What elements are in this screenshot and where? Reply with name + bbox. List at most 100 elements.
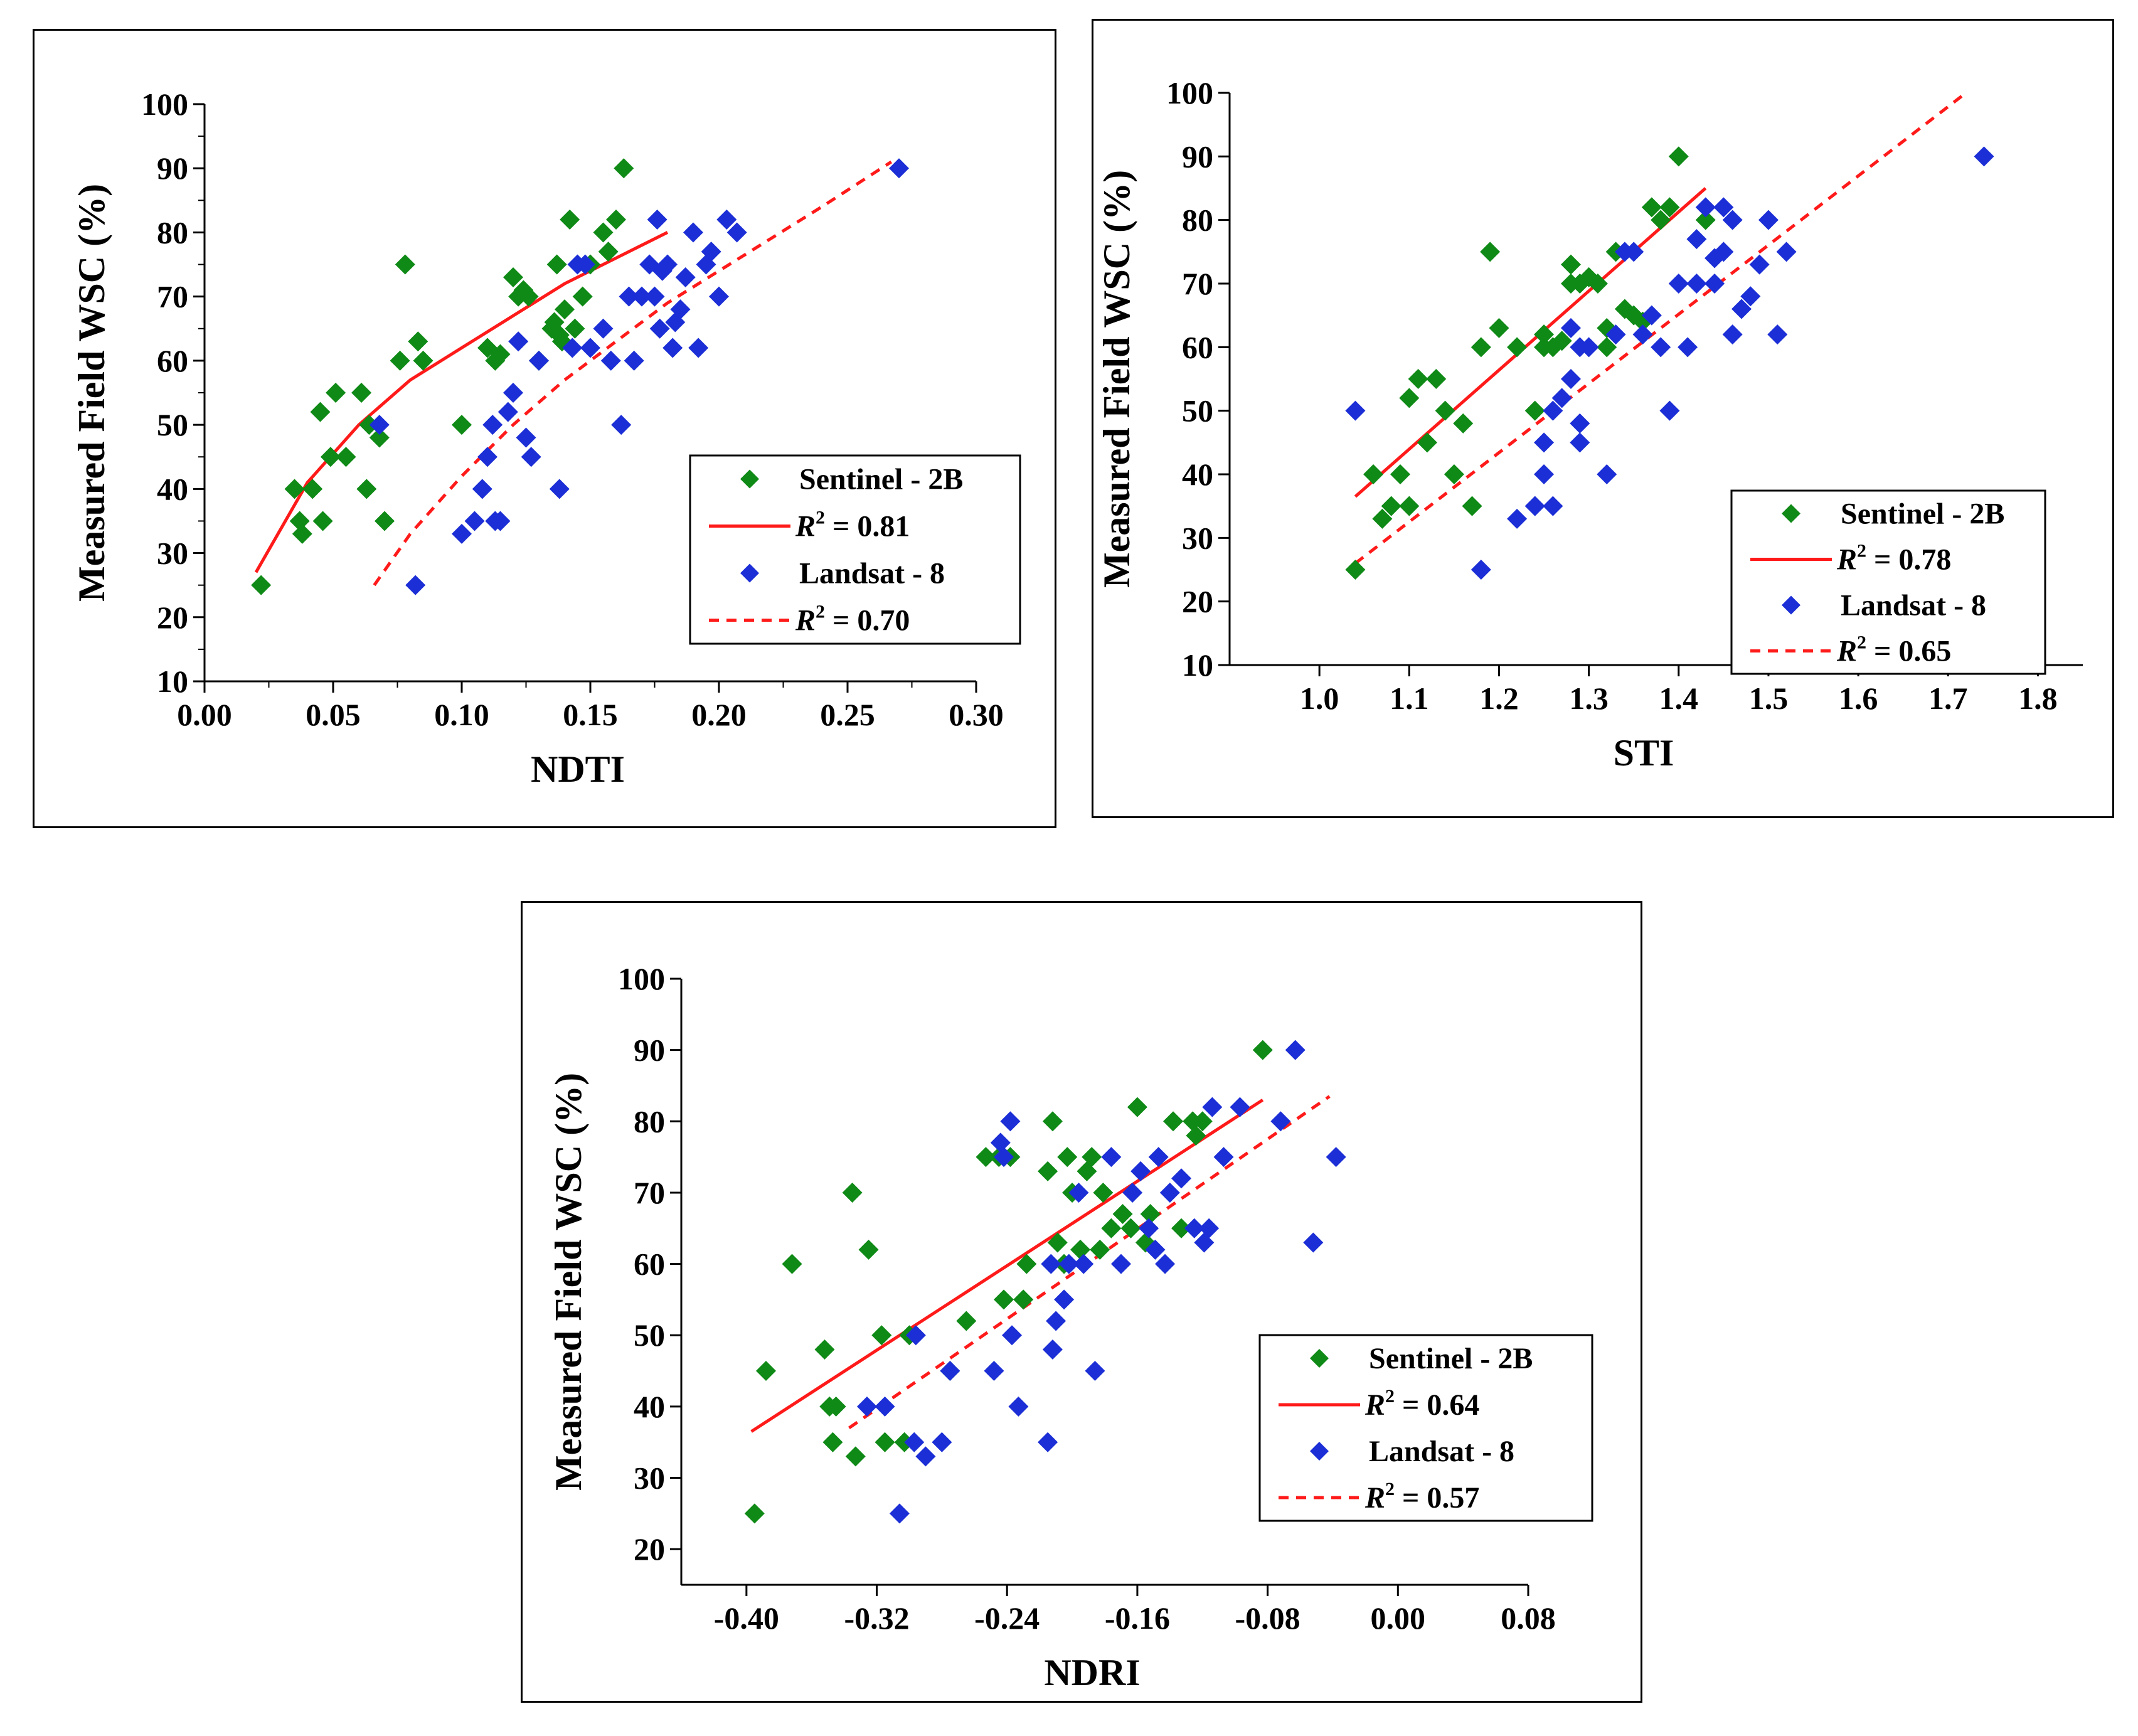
point-sentinel-18	[1524, 400, 1545, 421]
point-landsat-19	[1058, 1254, 1079, 1274]
panel-ndti: 10 20 30 40 50 60 70 80 90 100 0.00 0.05 0.10 0.15 0.2…	[33, 29, 1056, 828]
point-landsat-14	[1038, 1432, 1058, 1452]
x-axis-title: NDTI	[531, 748, 625, 790]
point-sentinel-40	[614, 158, 634, 179]
point-sentinel-12	[1453, 413, 1474, 434]
point-sentinel-9	[336, 447, 356, 467]
point-landsat-33	[1767, 324, 1788, 345]
panel-border	[521, 901, 1642, 1703]
point-landsat-32	[1758, 210, 1779, 230]
point-landsat-36	[1202, 1097, 1223, 1117]
point-landsat-40	[1524, 496, 1545, 516]
point-landsat-4	[905, 1325, 926, 1346]
point-landsat-19	[1641, 305, 1662, 326]
point-landsat-28	[1722, 324, 1743, 345]
point-landsat-27	[647, 210, 667, 230]
point-sentinel-35	[1120, 1218, 1141, 1238]
point-sentinel-33	[1101, 1218, 1122, 1238]
point-landsat-21	[600, 350, 621, 371]
y-axis-title: Measured Field WSC (%)	[71, 184, 112, 602]
x-axis-title: NDRI	[1044, 1652, 1140, 1693]
point-sentinel-6	[1399, 496, 1420, 516]
point-landsat-30	[1740, 286, 1761, 307]
point-sentinel-2	[289, 511, 310, 531]
point-landsat-43	[649, 318, 670, 339]
point-landsat-35	[1686, 229, 1707, 250]
point-landsat-41	[889, 158, 909, 179]
panel-ndri: 20 30 40 50 60 70 80 90 100 -0.40 -0.32 -0.24 -0.16 -…	[521, 901, 1642, 1703]
x-tick-label: 0.25	[820, 697, 875, 732]
point-sentinel-7	[1408, 369, 1428, 389]
point-landsat-38	[709, 286, 729, 307]
point-sentinel-31	[1090, 1239, 1110, 1260]
y-tick-label: 80	[634, 1104, 665, 1139]
chart-sti: 10 20 30 40 50 60 70 80 90 100 1.0 1.1 1.2 1.3 1.4 1.5 1…	[1092, 19, 2114, 818]
point-landsat-30	[662, 338, 683, 358]
point-landsat-22	[1085, 1361, 1105, 1382]
x-tick-label: -0.08	[1235, 1600, 1300, 1636]
point-sentinel-38	[598, 242, 619, 262]
point-sentinel-7	[320, 447, 341, 467]
point-legend-landsat-0	[740, 563, 759, 583]
legend-sentinel-label: Sentinel - 2B	[799, 463, 963, 496]
chart-ndri: 20 30 40 50 60 70 80 90 100 -0.40 -0.32 -0.24 -0.16 -…	[521, 901, 1642, 1703]
point-landsat-2	[1507, 508, 1528, 529]
y-tick-label: 20	[1182, 584, 1213, 619]
point-sentinel-14	[375, 511, 395, 531]
point-landsat-32	[1171, 1168, 1192, 1189]
point-sentinel-11	[356, 479, 377, 499]
point-legend-sentinel-0	[1310, 1349, 1329, 1368]
point-sentinel-6	[826, 1396, 846, 1417]
x-tick-label: -0.32	[844, 1600, 909, 1636]
point-landsat-27	[1713, 242, 1734, 262]
series-sentinel-2b	[744, 1040, 1273, 1524]
point-landsat-15	[1041, 1254, 1061, 1274]
series-landsat-8	[1345, 146, 1994, 580]
point-sentinel-30	[1082, 1147, 1102, 1168]
point-sentinel-37	[1561, 274, 1581, 294]
x-tick-label: 1.8	[2018, 681, 2058, 716]
point-sentinel-36	[1127, 1097, 1147, 1117]
point-landsat-33	[675, 267, 696, 287]
point-landsat-18	[1632, 324, 1653, 345]
point-sentinel-3	[292, 523, 312, 544]
point-landsat-1	[405, 575, 426, 595]
point-landsat-36	[1705, 274, 1725, 294]
point-landsat-32	[670, 299, 691, 320]
legend-fit-sentinel-label: R2 = 0.78	[1836, 541, 1951, 577]
y-tick-label: 90	[157, 151, 188, 186]
point-landsat-4	[472, 479, 492, 499]
point-sentinel-38	[1534, 337, 1555, 358]
legend-fit-sentinel-label: R2 = 0.81	[795, 508, 910, 543]
point-landsat-20	[1651, 337, 1671, 358]
point-landsat-34	[1776, 242, 1797, 262]
point-sentinel-17	[408, 331, 428, 352]
y-tick-label: 40	[634, 1389, 665, 1424]
legend-box	[689, 454, 1021, 645]
point-sentinel-39	[1163, 1111, 1184, 1132]
y-tick-label: 100	[1166, 75, 1213, 110]
series-sentinel-2b	[1345, 146, 1716, 580]
point-sentinel-36	[1597, 317, 1617, 338]
x-tick-label: 1.1	[1390, 681, 1429, 716]
y-tick-label: 60	[157, 343, 188, 378]
y-tick-label: 90	[634, 1033, 665, 1068]
point-sentinel-22	[490, 344, 511, 365]
y-tick-label: 70	[1182, 266, 1213, 301]
x-tick-label: 1.3	[1569, 681, 1609, 716]
point-landsat-25	[632, 286, 652, 307]
point-landsat-30	[1155, 1254, 1176, 1274]
series-landsat-8	[369, 158, 909, 595]
point-sentinel-6	[312, 511, 333, 531]
point-landsat-10	[503, 383, 523, 403]
point-sentinel-40	[1171, 1218, 1192, 1238]
point-sentinel-34	[1112, 1204, 1133, 1225]
legend-landsat-label: Landsat - 8	[1841, 589, 1986, 622]
point-sentinel-16	[395, 254, 415, 275]
point-landsat-37	[1713, 197, 1734, 218]
point-sentinel-21	[1551, 331, 1572, 351]
chart-ndti: 10 20 30 40 50 60 70 80 90 100 0.00 0.05 0.10 0.15 0.2…	[33, 29, 1056, 828]
fit-line-landsat	[848, 1095, 1331, 1430]
point-landsat-22	[1668, 274, 1689, 294]
series-landsat-8	[856, 1040, 1346, 1524]
